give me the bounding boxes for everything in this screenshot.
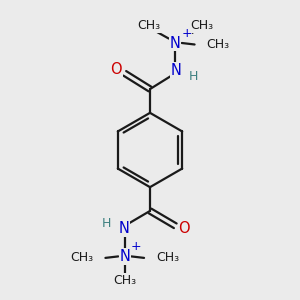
Text: N: N <box>119 221 130 236</box>
Text: H: H <box>102 217 111 230</box>
Text: CH₃: CH₃ <box>206 38 230 51</box>
Text: CH₃: CH₃ <box>190 19 214 32</box>
Text: N: N <box>119 249 130 264</box>
Text: +: + <box>181 27 192 40</box>
Text: CH₃: CH₃ <box>113 274 136 287</box>
Text: +: + <box>131 240 141 254</box>
Text: CH₃: CH₃ <box>70 251 94 264</box>
Text: O: O <box>178 221 190 236</box>
Text: O: O <box>111 62 122 77</box>
Text: H: H <box>189 70 198 83</box>
Text: N: N <box>170 35 181 50</box>
Text: CH₃: CH₃ <box>156 251 179 264</box>
Text: N: N <box>170 63 181 78</box>
Text: CH₃: CH₃ <box>137 19 160 32</box>
